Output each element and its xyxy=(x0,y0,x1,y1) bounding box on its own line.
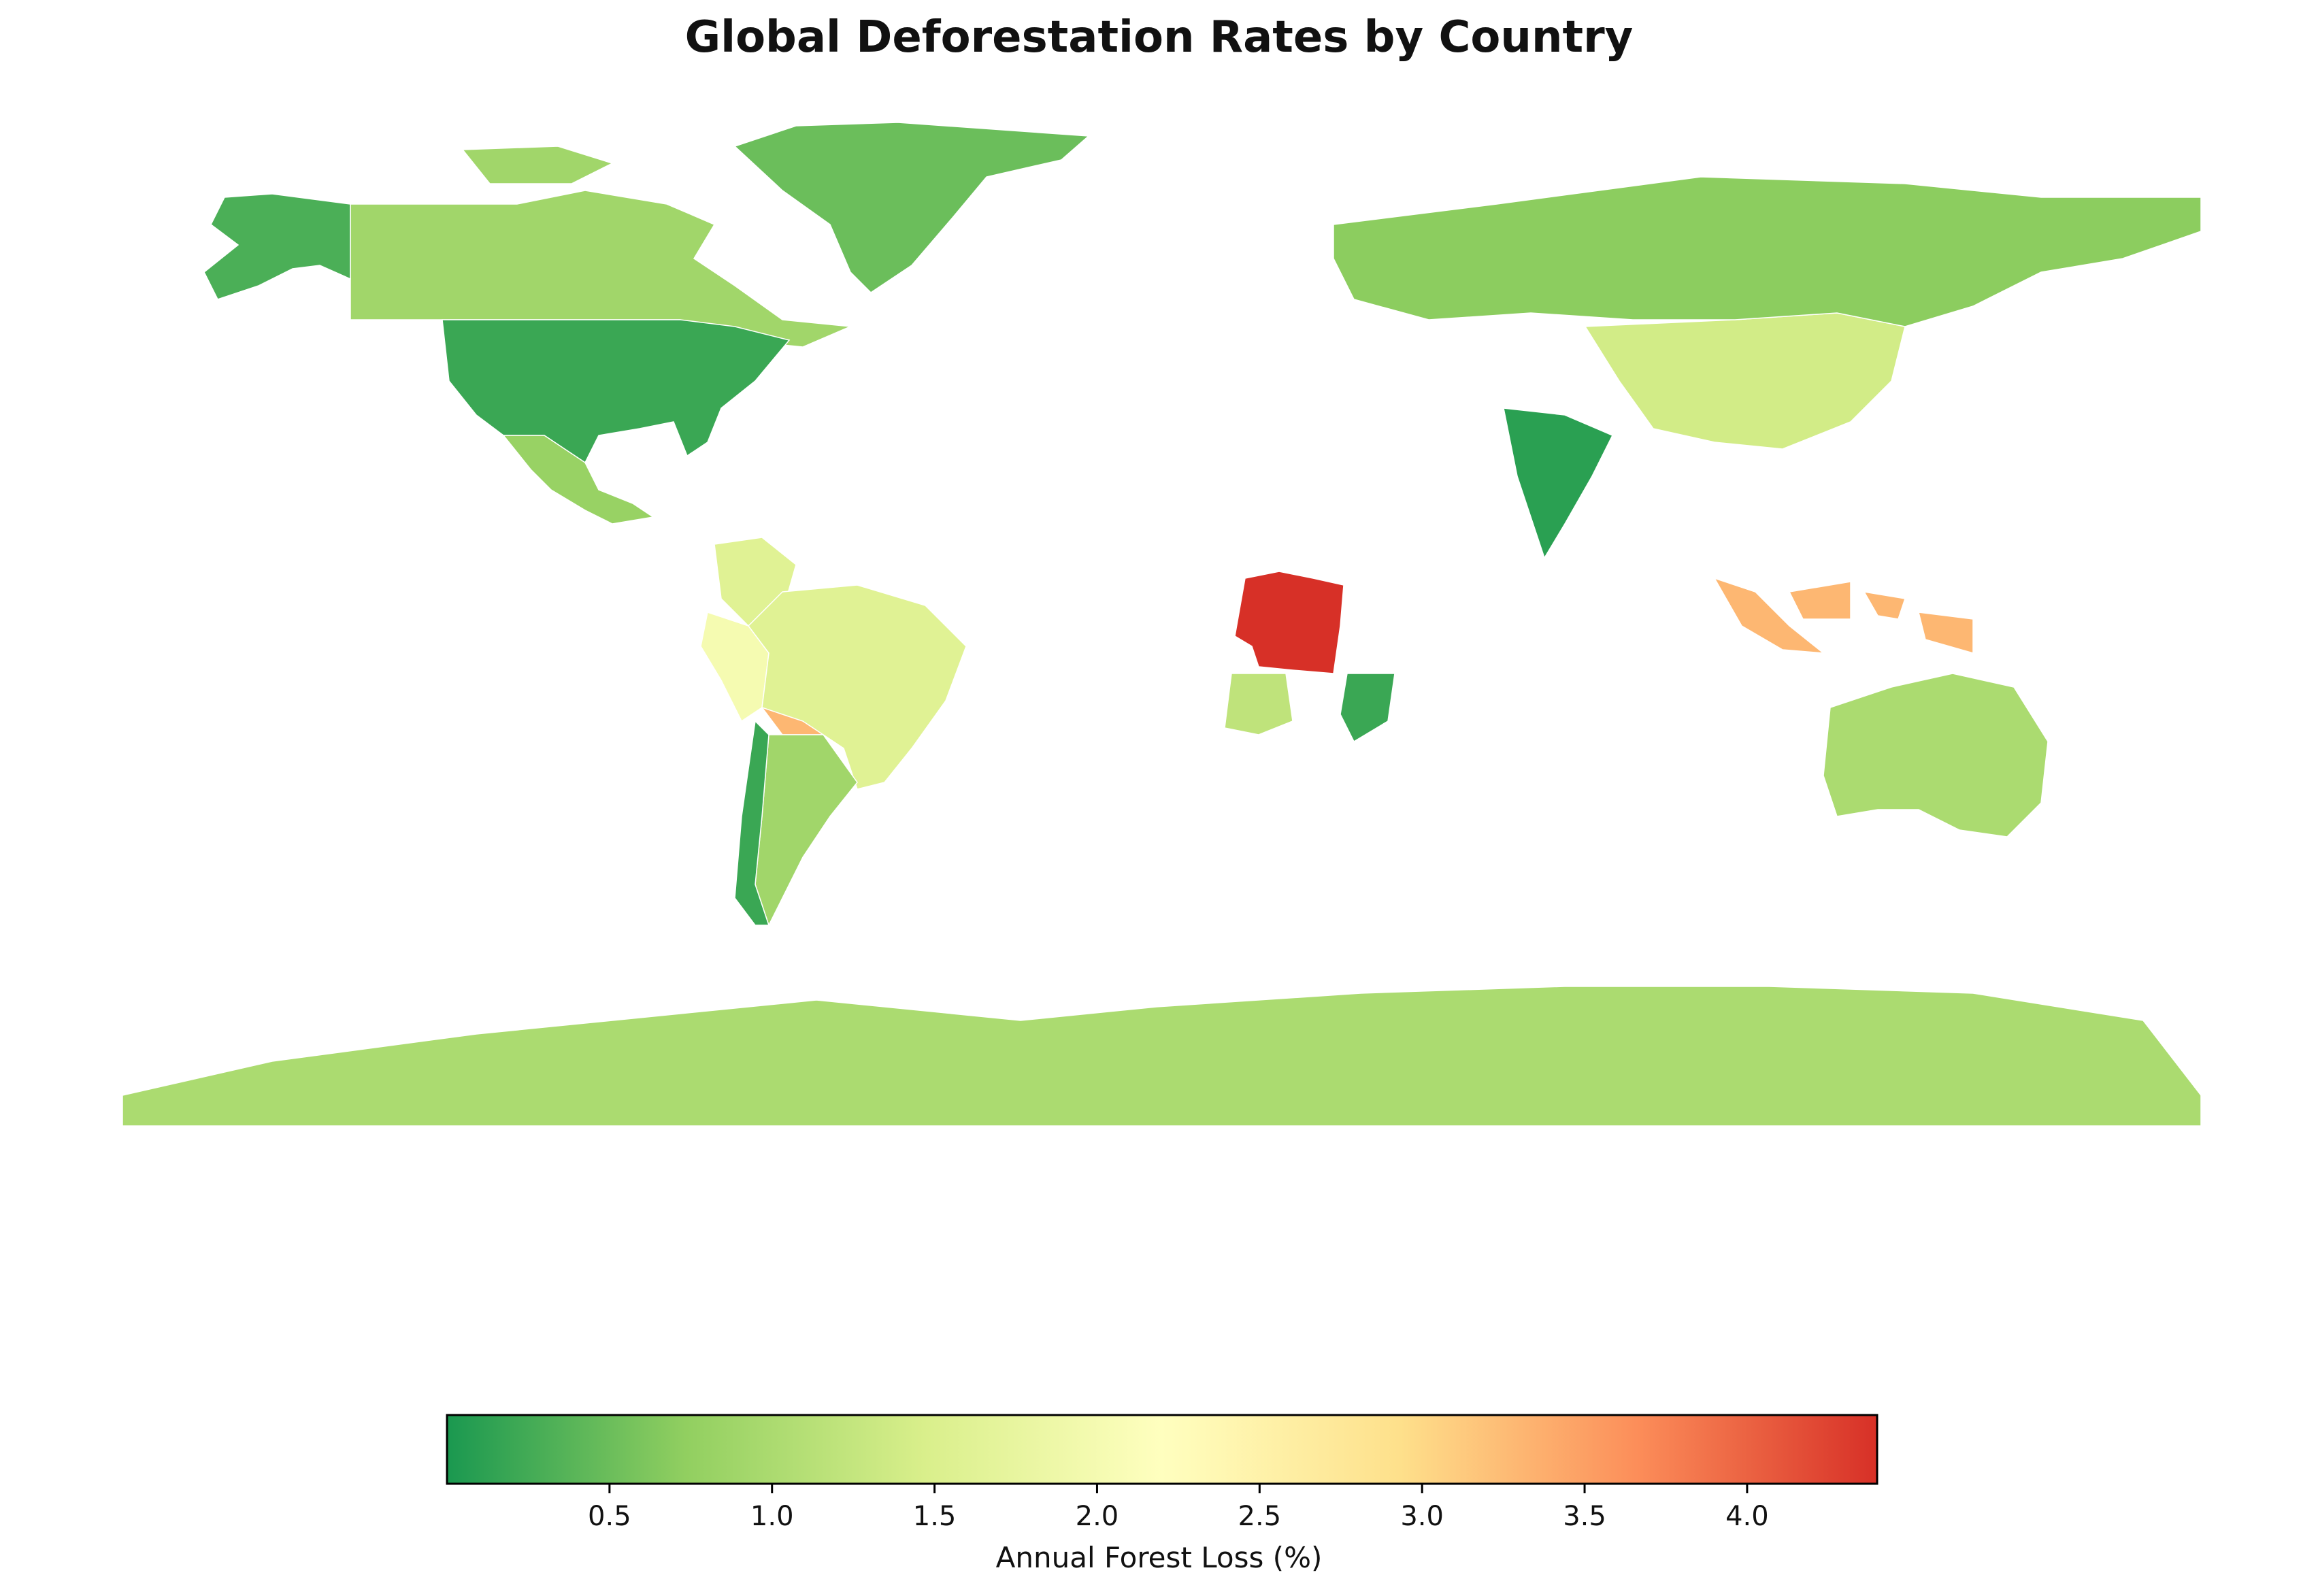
region-dr-congo xyxy=(1234,571,1344,674)
region-mexico xyxy=(502,435,655,525)
region-russia xyxy=(1333,176,2202,327)
region-india xyxy=(1503,408,1614,559)
colorbar xyxy=(446,1414,1878,1493)
region-mozambique xyxy=(1340,673,1395,743)
land-masses xyxy=(122,122,2202,1127)
region-australia xyxy=(1823,673,2049,837)
page-title: Global Deforestation Rates by Country xyxy=(684,12,1634,63)
region-alaska xyxy=(203,193,351,300)
region-china xyxy=(1584,312,1906,450)
region-united-states xyxy=(442,319,791,464)
colorbar-label: Annual Forest Loss (%) xyxy=(995,1541,1323,1574)
region-brazil xyxy=(748,584,967,790)
region-argentina xyxy=(755,734,858,927)
region-greenland xyxy=(733,122,1090,293)
region-indonesia xyxy=(1713,577,1974,654)
region-antarctica xyxy=(122,986,2202,1127)
colorbar-gradient xyxy=(446,1414,1878,1485)
region-angola xyxy=(1224,673,1293,735)
colorbar-tickmarks xyxy=(608,1484,1749,1493)
region-chile xyxy=(734,720,770,926)
